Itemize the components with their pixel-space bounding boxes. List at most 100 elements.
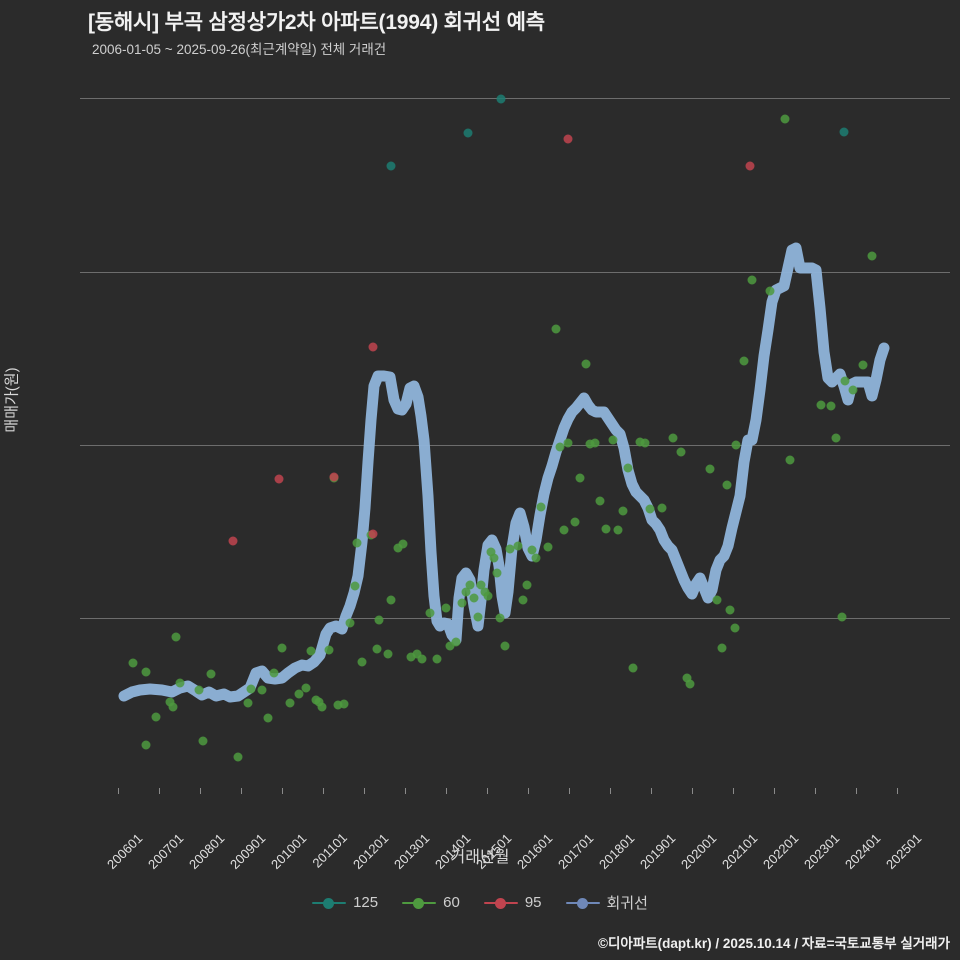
scatter-point-60 [628,663,638,673]
page-title: [동해시] 부곡 삼정상가2차 아파트(1994) 회귀선 예측 [88,11,545,34]
legend-item-95[interactable]: 95 [483,894,542,911]
scatter-point-60 [601,524,611,534]
page-subtitle: 2006-01-05 ~ 2025-09-26(최근계약일) 전체 거래건 [92,42,387,57]
scatter-point-95 [563,134,573,144]
scatter-point-60 [730,623,740,633]
scatter-point-60 [495,613,505,623]
scatter-point-125 [496,94,506,104]
scatter-point-60 [175,678,185,688]
y-axis-title-wrap: 매매가(원) [0,300,26,500]
legend-item-60[interactable]: 60 [402,894,460,911]
legend-label: 60 [443,894,460,911]
x-tick-mark [159,788,160,794]
scatter-point-60 [141,740,151,750]
scatter-point-60 [570,517,580,527]
scatter-point-60 [128,658,138,668]
scatter-point-60 [243,698,253,708]
x-tick-mark [815,788,816,794]
legend-swatch-icon [483,896,518,910]
scatter-point-60 [500,641,510,651]
scatter-point-60 [194,685,204,695]
chart-legend: 125 60 95 회귀선 [0,892,960,913]
scatter-point-60 [840,376,850,386]
scatter-point-60 [206,669,216,679]
x-tick-mark [487,788,488,794]
legend-item-125[interactable]: 125 [312,894,378,911]
scatter-point-60 [386,595,396,605]
scatter-point-60 [301,683,311,693]
x-tick-mark [364,788,365,794]
scatter-point-60 [306,646,316,656]
scatter-point-60 [581,359,591,369]
scatter-point-60 [559,525,569,535]
y-tick-mark [80,98,88,99]
scatter-point-60 [747,275,757,285]
scatter-point-95 [368,529,378,539]
gridline [88,272,950,273]
x-tick-mark [897,788,898,794]
scatter-point-60 [712,595,722,605]
x-tick-mark [774,788,775,794]
scatter-point-95 [368,342,378,352]
scatter-point-60 [739,356,749,366]
scatter-point-60 [171,632,181,642]
legend-item-회귀선[interactable]: 회귀선 [565,892,648,913]
legend-label: 125 [353,894,379,911]
scatter-point-60 [555,442,565,452]
scatter-point-60 [543,542,553,552]
legend-label: 95 [524,894,542,911]
scatter-point-60 [263,713,273,723]
scatter-point-60 [731,440,741,450]
scatter-point-60 [522,580,532,590]
scatter-point-60 [233,752,243,762]
scatter-point-60 [345,618,355,628]
scatter-point-60 [457,598,467,608]
scatter-point-60 [374,615,384,625]
scatter-point-60 [785,455,795,465]
scatter-point-60 [168,702,178,712]
scatter-point-60 [372,644,382,654]
scatter-point-60 [551,324,561,334]
scatter-point-60 [412,649,422,659]
x-axis-title: 거래년월 [450,849,510,866]
scatter-point-95 [329,472,339,482]
scatter-point-60 [536,502,546,512]
scatter-point-60 [657,503,667,513]
scatter-point-60 [451,637,461,647]
regression-polyline [118,242,890,703]
scatter-point-125 [463,128,473,138]
scatter-point-60 [837,612,847,622]
x-tick-mark [241,788,242,794]
x-tick-mark [405,788,406,794]
scatter-point-60 [465,580,475,590]
scatter-point-95 [228,536,238,546]
scatter-point-60 [357,657,367,667]
scatter-point-60 [608,435,618,445]
scatter-point-60 [350,581,360,591]
x-tick-mark [692,788,693,794]
scatter-point-60 [590,438,600,448]
scatter-point-60 [816,400,826,410]
scatter-point-60 [151,712,161,722]
scatter-point-125 [839,127,849,137]
scatter-point-60 [352,538,362,548]
scatter-point-60 [398,539,408,549]
scatter-point-60 [645,504,655,514]
scatter-point-60 [826,401,836,411]
regression-line [118,242,890,703]
footer-credit: ©디아파트(dapt.kr) / 2025.10.14 / 자료=국토교통부 실… [598,936,950,951]
x-tick-mark [200,788,201,794]
scatter-point-60 [489,553,499,563]
y-tick-mark [80,618,88,619]
scatter-point-60 [613,525,623,535]
plot-area: 200601 200701 200801 200901 201001 201101 2012… [88,88,950,872]
x-tick-mark [610,788,611,794]
scatter-point-60 [848,385,858,395]
scatter-point-60 [668,433,678,443]
scatter-point-60 [676,447,686,457]
scatter-point-60 [705,464,715,474]
scatter-point-95 [745,161,755,171]
scatter-point-60 [575,473,585,483]
gridline [88,618,950,619]
